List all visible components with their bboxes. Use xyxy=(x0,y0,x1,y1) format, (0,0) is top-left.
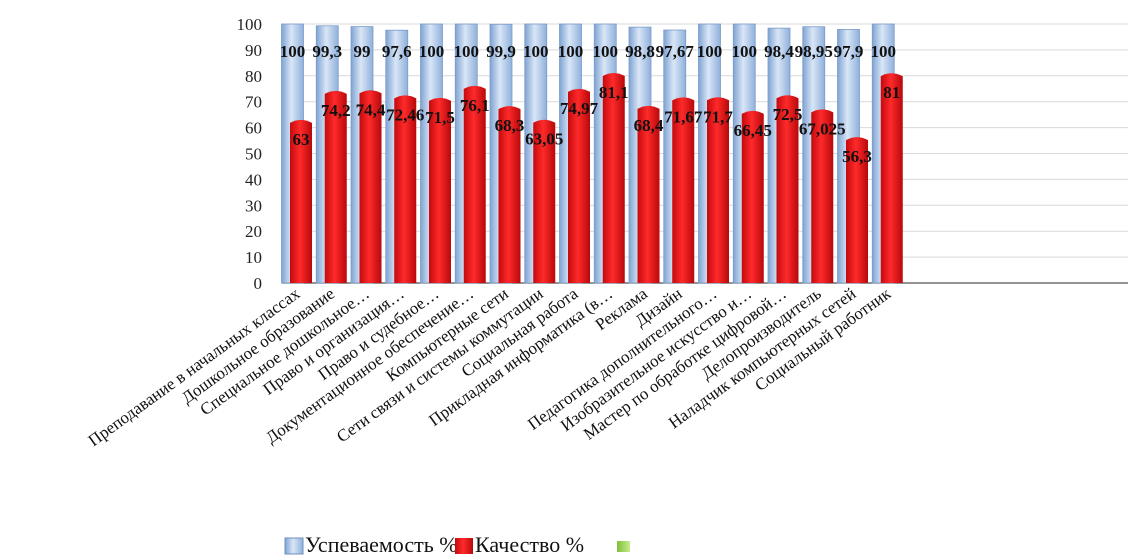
legend: Успеваемость % Качество % xyxy=(284,532,630,557)
data-label-quality: 74,97 xyxy=(560,99,599,118)
bar-quality xyxy=(394,95,417,283)
bar-quality xyxy=(533,119,556,283)
bar-quality xyxy=(880,73,903,284)
legend-swatch-success xyxy=(284,537,304,555)
y-tick-label: 40 xyxy=(245,170,262,189)
data-label-success: 98,8 xyxy=(625,42,655,61)
y-tick-label: 60 xyxy=(245,119,262,138)
bar-quality xyxy=(429,97,451,283)
data-label-quality: 66,45 xyxy=(734,121,772,140)
data-label-quality: 63,05 xyxy=(525,130,563,149)
bar-quality xyxy=(637,105,660,284)
data-label-success: 100 xyxy=(732,42,758,61)
data-label-quality: 71,7 xyxy=(703,107,733,126)
data-label-quality: 71,5 xyxy=(425,108,455,127)
data-label-success: 100 xyxy=(523,42,549,61)
data-label-success: 99,3 xyxy=(312,42,342,61)
data-label-quality: 56,3 xyxy=(842,147,872,166)
y-tick-label: 90 xyxy=(245,41,262,60)
data-label-quality: 68,4 xyxy=(634,116,664,135)
bar-quality xyxy=(463,85,486,283)
bar-quality xyxy=(290,119,312,283)
y-tick-label: 0 xyxy=(254,274,263,293)
bar-quality xyxy=(846,137,868,283)
data-label-quality: 76,1 xyxy=(460,96,490,115)
data-label-success: 100 xyxy=(697,42,723,61)
legend-swatch-quality xyxy=(455,538,473,554)
legend-swatch-empty-series xyxy=(617,541,630,552)
legend-label-success: Успеваемость % xyxy=(305,532,458,557)
x-axis-categories: Преподавание в начальных классахДошкольн… xyxy=(85,283,895,450)
data-label-quality: 72,5 xyxy=(773,105,803,124)
data-label-success: 97,67 xyxy=(656,42,695,61)
data-label-quality: 81 xyxy=(883,83,900,102)
data-labels: 100 63 99,3 74,2 99 74,4 97,6 72,46 100 71,5 100 76… xyxy=(280,42,901,166)
y-tick-label: 30 xyxy=(245,196,262,215)
bar-quality xyxy=(359,90,382,283)
bar-quality xyxy=(741,110,764,283)
bar-quality xyxy=(324,90,347,284)
data-label-success: 100 xyxy=(558,42,584,61)
data-label-success: 99 xyxy=(354,42,371,61)
data-label-quality: 81,1 xyxy=(599,83,629,102)
bar-quality xyxy=(568,88,590,283)
data-label-success: 100 xyxy=(871,42,897,61)
data-label-quality: 72,46 xyxy=(386,105,424,124)
bar-quality xyxy=(672,97,695,284)
y-axis-ticks: 0 10 20 30 40 50 60 70 80 90 100 xyxy=(237,15,263,293)
data-label-quality: 74,2 xyxy=(321,101,351,120)
bar-quality xyxy=(776,95,799,283)
data-label-quality: 63 xyxy=(293,130,310,149)
data-label-success: 100 xyxy=(593,42,619,61)
bar-quality xyxy=(811,109,834,284)
data-label-quality: 68,3 xyxy=(495,116,525,135)
y-tick-label: 10 xyxy=(245,248,262,267)
data-label-success: 98,95 xyxy=(795,42,833,61)
legend-label-quality: Качество % xyxy=(475,532,584,557)
y-tick-label: 70 xyxy=(245,93,262,112)
bars xyxy=(281,23,903,284)
data-label-quality: 71,67 xyxy=(664,107,703,126)
data-label-success: 98,4 xyxy=(764,42,794,61)
y-tick-label: 20 xyxy=(245,222,262,241)
data-label-success: 97,9 xyxy=(834,42,864,61)
data-label-success: 97,6 xyxy=(382,42,412,61)
data-label-quality: 74,4 xyxy=(356,100,386,119)
data-label-success: 100 xyxy=(419,42,445,61)
data-label-success: 100 xyxy=(280,42,306,61)
bar-quality xyxy=(498,106,521,283)
bar-quality xyxy=(602,72,625,284)
bar-quality xyxy=(707,97,729,283)
data-label-success: 99,9 xyxy=(486,42,516,61)
y-tick-label: 100 xyxy=(237,15,263,34)
data-label-success: 100 xyxy=(454,42,480,61)
y-tick-label: 80 xyxy=(245,67,262,86)
data-label-quality: 67,025 xyxy=(799,119,846,138)
y-tick-label: 50 xyxy=(245,145,262,164)
